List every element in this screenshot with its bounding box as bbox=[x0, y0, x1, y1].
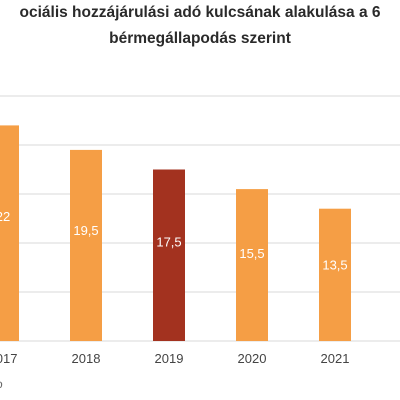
x-tick-label-2017: 2017 bbox=[0, 351, 17, 366]
bar-2017 bbox=[0, 125, 19, 342]
chart-title-line-1: ociális hozzájárulási adó kulcsának alak… bbox=[19, 4, 381, 21]
bar-value-label-2017: 22 bbox=[0, 209, 10, 224]
bar-2021 bbox=[319, 208, 351, 341]
chart-title-line-2: bérmegállapodás szerint bbox=[109, 30, 291, 47]
chart-title: ociális hozzájárulási adó kulcsának alak… bbox=[0, 0, 400, 50]
bar-2019 bbox=[153, 169, 185, 341]
x-tick-label-2020: 2020 bbox=[238, 351, 267, 366]
bar-value-label-2021: 13,5 bbox=[322, 257, 347, 272]
bar-2018 bbox=[70, 149, 102, 341]
source-note: o bbox=[0, 377, 3, 391]
x-tick-label-2019: 2019 bbox=[155, 351, 184, 366]
bar-value-label-2019: 17,5 bbox=[156, 235, 181, 250]
bar-value-label-2020: 15,5 bbox=[239, 246, 264, 261]
bar-2020 bbox=[236, 189, 268, 341]
x-tick-label-2021: 2021 bbox=[321, 351, 350, 366]
bar-value-label-2018: 19,5 bbox=[73, 223, 98, 238]
x-tick-label-2018: 2018 bbox=[72, 351, 101, 366]
